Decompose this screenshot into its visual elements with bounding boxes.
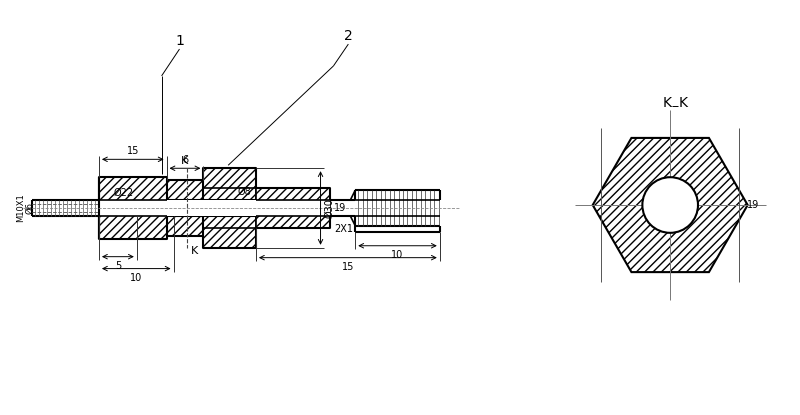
Bar bbox=[256, 188, 330, 208]
Text: 2: 2 bbox=[344, 29, 353, 43]
Text: 10: 10 bbox=[391, 250, 404, 260]
Bar bbox=[99, 177, 166, 208]
Bar bbox=[203, 168, 256, 208]
Text: 15: 15 bbox=[342, 261, 354, 272]
Text: 5: 5 bbox=[114, 261, 121, 271]
Bar bbox=[99, 177, 166, 208]
Bar bbox=[256, 208, 330, 228]
Bar bbox=[256, 200, 330, 216]
Text: 19: 19 bbox=[747, 200, 759, 210]
Text: Ø6: Ø6 bbox=[25, 202, 34, 214]
Text: 10: 10 bbox=[130, 273, 142, 283]
Bar bbox=[203, 208, 256, 248]
Text: K: K bbox=[191, 246, 198, 256]
Text: 2X1: 2X1 bbox=[334, 224, 353, 234]
Text: Ø30: Ø30 bbox=[325, 198, 334, 218]
Text: K: K bbox=[678, 96, 687, 110]
Bar bbox=[256, 188, 330, 208]
Text: K: K bbox=[662, 96, 672, 110]
Bar bbox=[355, 190, 440, 226]
Bar bbox=[99, 208, 166, 239]
Polygon shape bbox=[593, 138, 748, 272]
Bar bbox=[166, 180, 203, 208]
Text: 6: 6 bbox=[182, 155, 188, 165]
Text: K: K bbox=[182, 156, 189, 166]
Bar bbox=[166, 200, 203, 216]
Bar bbox=[166, 208, 203, 236]
Bar bbox=[203, 200, 256, 216]
Text: 15: 15 bbox=[126, 146, 139, 156]
Text: Ø22: Ø22 bbox=[114, 188, 134, 198]
Bar bbox=[256, 208, 330, 228]
Bar bbox=[203, 208, 256, 248]
Text: 1: 1 bbox=[175, 34, 184, 48]
Text: 19: 19 bbox=[334, 203, 346, 213]
Text: Ø8: Ø8 bbox=[237, 187, 251, 197]
Bar bbox=[166, 180, 203, 208]
Bar bbox=[99, 208, 166, 239]
Circle shape bbox=[642, 177, 698, 233]
Bar bbox=[166, 208, 203, 236]
Bar bbox=[99, 200, 166, 216]
Text: M10X1: M10X1 bbox=[16, 194, 25, 222]
Bar bbox=[203, 168, 256, 208]
